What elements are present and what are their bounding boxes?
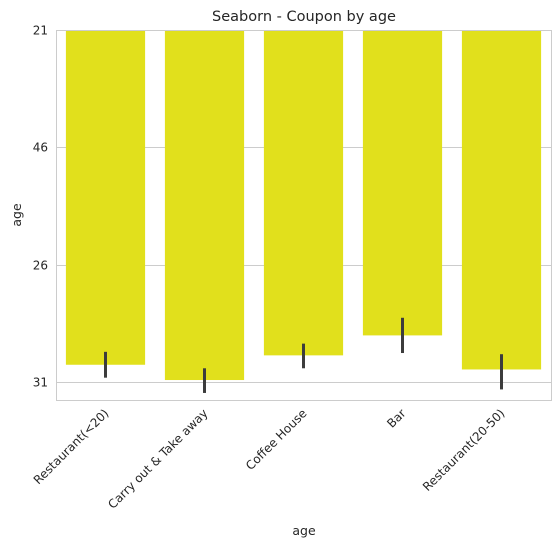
y-tick-label: 26: [33, 259, 48, 273]
x-tick-label: Restaurant(<20): [31, 406, 112, 487]
y-tick-label: 46: [33, 141, 48, 155]
x-axis-label: age: [292, 523, 316, 538]
bar: [66, 30, 145, 365]
bar: [264, 30, 343, 355]
y-tick-label: 31: [33, 376, 48, 390]
bars: [66, 30, 541, 380]
y-axis-label: age: [9, 203, 24, 227]
bar: [462, 30, 541, 369]
x-tick-label: Carry out & Take away: [105, 406, 210, 511]
x-tick-label: Coffee House: [243, 406, 310, 473]
x-tick-label: Bar: [384, 406, 408, 430]
bar: [363, 30, 442, 335]
x-tick-labels: Restaurant(<20)Carry out & Take away Coff…: [31, 406, 508, 511]
x-tick-label: Restaurant(20-50): [420, 406, 508, 494]
bar: [165, 30, 244, 380]
y-tick-label: 21: [33, 24, 48, 38]
y-tick-labels: 21 46 26 31: [33, 24, 48, 390]
chart-title: Seaborn - Coupon by age: [212, 9, 396, 25]
